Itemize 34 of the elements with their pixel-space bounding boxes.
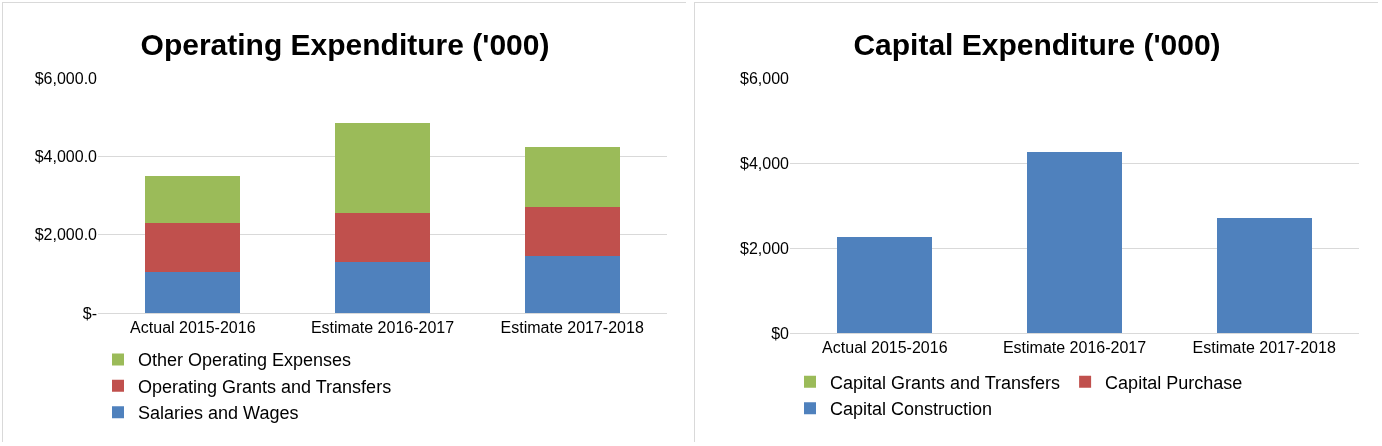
x-tick-label: Actual 2015-2016 (822, 339, 948, 357)
y-tick-label: $4,000 (740, 154, 790, 172)
bar (145, 222, 241, 272)
bar (335, 123, 430, 214)
legend-label: Other Operating Expenses (138, 350, 352, 371)
x-tick-label: Estimate 2016-2017 (1002, 339, 1147, 357)
chart-title: Capital Expenditure ('000) (853, 27, 1221, 61)
y-tick-label: $2,000.0 (34, 226, 98, 244)
x-tick-label: Estimate 2016-2017 (310, 319, 455, 337)
legend-label: Capital Grants and Transfers (830, 372, 1061, 393)
bar (524, 146, 620, 208)
bar (335, 262, 430, 313)
bar (837, 237, 933, 333)
bar (145, 271, 241, 313)
bar (145, 175, 241, 223)
chart-title: Operating Expenditure ('000) (140, 27, 550, 61)
legend-label: Salaries and Wages (138, 403, 299, 424)
y-tick-label: $- (82, 304, 97, 322)
x-tick-label: Estimate 2017-2018 (500, 319, 644, 337)
y-tick-label: $2,000 (740, 239, 790, 257)
x-tick-label: Estimate 2017-2018 (1192, 339, 1336, 357)
x-tick-label: Actual 2015-2016 (130, 319, 256, 337)
y-tick-label: $6,000.0 (34, 69, 98, 87)
bar (1216, 218, 1312, 333)
y-tick-label: $4,000.0 (34, 147, 98, 165)
bar (1027, 152, 1122, 333)
bar (524, 256, 620, 313)
legend-label: Operating Grants and Transfers (138, 376, 392, 397)
y-tick-label: $0 (771, 324, 790, 342)
bar (335, 213, 430, 263)
legend-label: Capital Purchase (1105, 372, 1243, 393)
legend-label: Capital Construction (830, 399, 993, 420)
bar (524, 207, 620, 257)
y-tick-label: $6,000 (740, 69, 790, 87)
